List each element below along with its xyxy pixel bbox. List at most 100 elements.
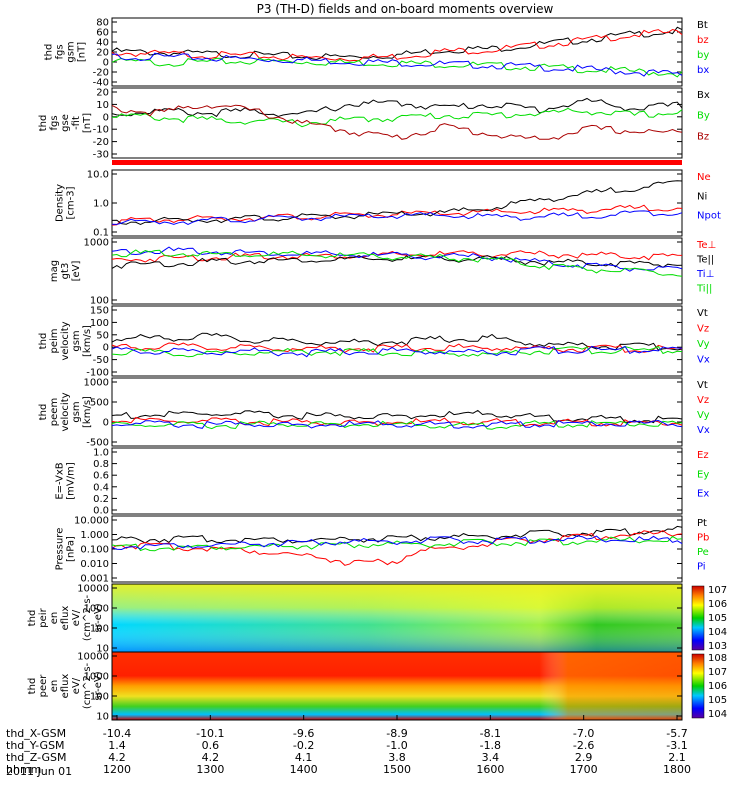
x-axis-value: 1.4	[108, 739, 126, 752]
y-axis-label: peem	[49, 398, 60, 426]
colorbar-tick-label: 106	[708, 681, 727, 692]
y-tick-label: 1000	[84, 378, 109, 389]
legend-entry: Vx	[697, 355, 710, 366]
series-line-bz	[111, 28, 683, 62]
panel-frame	[111, 17, 683, 87]
y-axis-label: velocity	[60, 321, 71, 360]
x-axis-value: 4.1	[295, 751, 313, 764]
y-tick-label: 10.000	[74, 516, 109, 527]
legend-entry: Pe	[697, 547, 709, 558]
y-axis-label: [eV]	[71, 261, 82, 282]
y-axis-label: gse	[60, 114, 71, 132]
panel-frame	[111, 377, 683, 447]
x-axis-value: -7.0	[573, 727, 594, 740]
y-tick-label: 10000	[77, 584, 109, 595]
y-axis-label: Pressure	[55, 528, 66, 571]
series-line-Ni	[111, 180, 683, 225]
y-axis-label: fgs	[55, 44, 66, 59]
series-line-Pe	[111, 535, 683, 552]
x-axis-row-label: thd_Z-GSM	[6, 751, 66, 764]
y-tick-label: 40	[96, 38, 109, 49]
series-line-Vy	[111, 345, 683, 358]
legend-entry: Vy	[697, 339, 710, 350]
y-tick-label: 500	[90, 398, 109, 409]
series-line-Te||	[111, 254, 683, 269]
legend-entry: By	[697, 111, 710, 122]
x-axis-value: 1200	[103, 763, 131, 776]
y-axis-label: thd	[44, 44, 55, 61]
y-axis-label: E=-VxB	[55, 462, 66, 499]
y-axis-label: eflux	[60, 674, 71, 699]
legend-entry: Ex	[697, 489, 709, 500]
y-axis-label: [km/s]	[82, 325, 93, 357]
y-tick-label: 0.2	[93, 494, 109, 505]
y-axis-label: en	[49, 612, 60, 625]
electron-spectrogram	[112, 652, 682, 720]
series-line-Pi	[111, 535, 683, 551]
legend-entry: bx	[697, 65, 709, 76]
legend-entry: Bz	[697, 131, 709, 142]
x-axis-value: 3.4	[482, 751, 500, 764]
bfield-quality-bar	[112, 160, 682, 165]
y-axis-label: -fit	[71, 116, 82, 130]
y-axis-label: [km/s]	[82, 396, 93, 428]
x-axis-value: 2.9	[575, 751, 593, 764]
y-axis-label: thd	[27, 678, 38, 695]
y-tick-label: -30	[93, 150, 109, 161]
y-tick-label: 1.0	[93, 448, 109, 459]
x-axis-value: -8.1	[480, 727, 501, 740]
y-tick-label: 0.4	[93, 482, 109, 493]
y-tick-label: 0	[103, 112, 109, 123]
y-axis-label: gsm	[66, 41, 77, 62]
y-axis-label: [cm-3]	[66, 186, 77, 219]
y-tick-label: 100	[90, 624, 109, 635]
y-tick-label: 0.001	[80, 574, 109, 585]
series-line-by	[111, 57, 683, 78]
x-axis-value: -3.1	[666, 739, 687, 752]
legend-entry: Bx	[697, 90, 710, 101]
y-axis-label: eflux	[60, 606, 71, 631]
plot-title: P3 (TH-D) fields and on-board moments ov…	[257, 2, 554, 16]
y-tick-label: 80	[96, 18, 109, 29]
x-axis-value: 1800	[663, 763, 691, 776]
ion-spectrogram-shade	[112, 584, 682, 652]
electron-spectrogram-shade	[112, 652, 682, 720]
legend-entry: by	[697, 50, 709, 61]
legend-entry: Pt	[697, 518, 707, 529]
legend-entry: Bt	[697, 20, 708, 31]
series-line-By	[111, 107, 683, 128]
y-axis-label: eV/	[71, 609, 82, 626]
series-line-Bx	[111, 97, 683, 118]
x-axis-value: 0.6	[202, 739, 220, 752]
x-axis-value: 2.1	[668, 751, 686, 764]
y-tick-label: 1000	[84, 604, 109, 615]
colorbar-tick-label: 104	[708, 709, 727, 720]
y-axis-label: Density	[55, 184, 66, 222]
colorbar-tick-label: 103	[708, 641, 727, 652]
y-tick-label: 50	[96, 330, 109, 341]
ion-spectrogram	[112, 584, 682, 652]
y-axis-label: thd	[38, 115, 49, 132]
colorbar-tick-label: 105	[708, 613, 727, 624]
series-line-Vz	[111, 416, 683, 427]
panel-pressure: 10.000 1.000 0.100 0.010 0.001 Pressure [nPa] P…	[55, 515, 709, 585]
legend-entry: Ni	[697, 191, 707, 202]
series-line-Ne	[111, 204, 683, 226]
y-tick-label: 0.1	[93, 228, 109, 239]
series-line-Vx	[111, 345, 683, 358]
x-axis-value: 1300	[196, 763, 224, 776]
series-line-Vy	[111, 420, 683, 430]
y-axis-label: [nPa]	[66, 536, 77, 562]
x-axis-value: -1.8	[480, 739, 501, 752]
legend-entry: Vx	[697, 425, 710, 436]
panel-frame	[111, 305, 683, 377]
y-tick-label: 0.100	[80, 545, 109, 556]
x-axis-value: 1500	[383, 763, 411, 776]
x-axis-value: 3.8	[388, 751, 406, 764]
x-axis-value: 4.2	[108, 751, 126, 764]
y-tick-label: 20	[96, 88, 109, 99]
x-axis-value: -8.9	[386, 727, 407, 740]
y-tick-label: 10	[96, 100, 109, 111]
legend-entry: Vz	[697, 324, 709, 335]
